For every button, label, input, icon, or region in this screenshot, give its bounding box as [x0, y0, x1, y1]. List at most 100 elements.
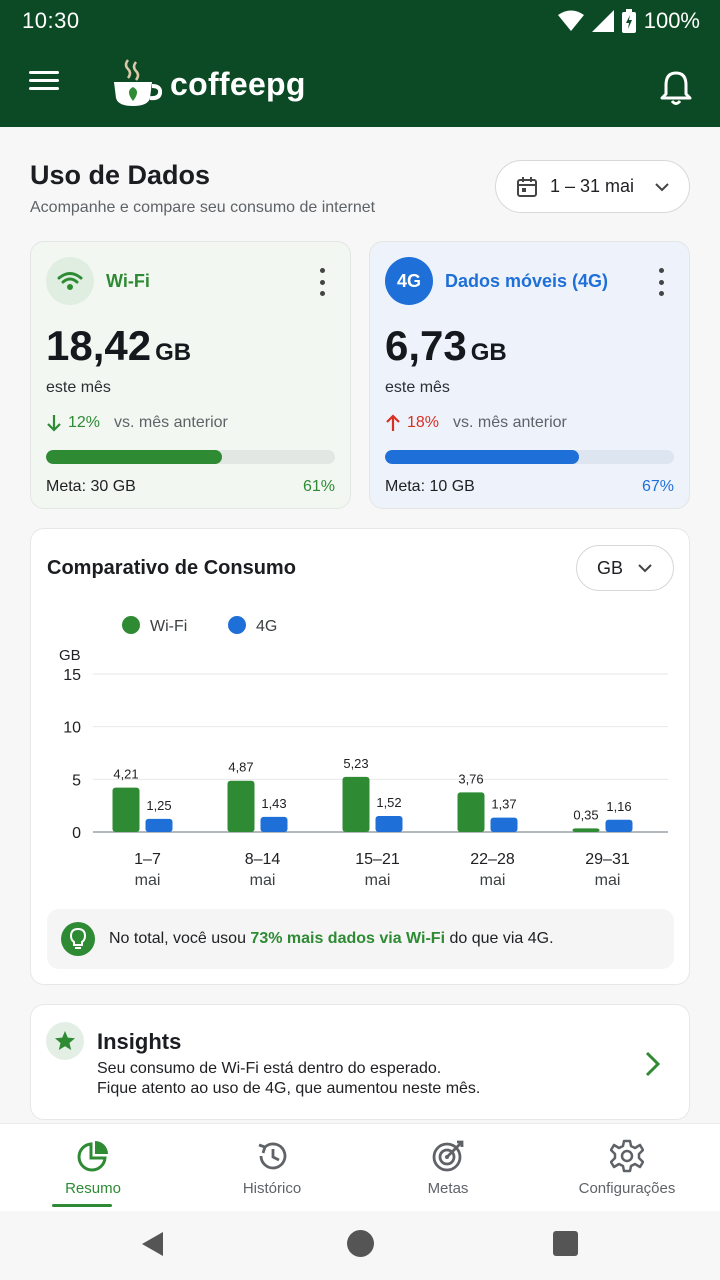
cell-signal-icon [591, 10, 614, 32]
date-range-label: 1 – 31 mai [550, 176, 635, 196]
wifi-caption: este mês [46, 379, 111, 396]
legend-label: 4G [256, 618, 277, 635]
x-tick-label: 1–7 [134, 851, 161, 868]
summary-strip: No total, você usou 73% mais dados via W… [47, 909, 674, 969]
wifi-card-more-icon[interactable] [318, 268, 326, 296]
nav-item-configuracoes[interactable]: Configurações [552, 1138, 702, 1197]
mobile-delta: 18% vs. mês anterior [385, 414, 567, 432]
back-icon[interactable] [141, 1231, 165, 1257]
bar-4g [375, 815, 403, 832]
mobile-goal-progress [385, 450, 674, 464]
mobile-goal-percent: 67% [641, 478, 674, 495]
x-tick-label: mai [365, 872, 391, 889]
y-tick-label: 10 [63, 720, 81, 737]
chevron-down-icon [655, 182, 669, 191]
usage-bar-chart: Wi-Fi 4G GB 0 5 10 15 4,21 1,25 1–7 mai 4,87 1,43 8–1… [59, 616, 668, 889]
app-bar: coffeepg [0, 42, 720, 127]
summary-text: No total, você usou 73% mais dados via W… [109, 930, 554, 947]
legend-marker-wi-fi [122, 616, 140, 634]
gear-icon [552, 1138, 702, 1174]
unit-selector[interactable]: GB [576, 545, 674, 591]
mobile-data-card[interactable]: 4G Dados móveis (4G) 6,73 GB este mês 18%… [369, 241, 690, 509]
wifi-card-label: Wi-Fi [106, 271, 150, 291]
date-range-selector[interactable]: 1 – 31 mai [495, 160, 690, 213]
x-tick-label: 22–28 [470, 851, 515, 868]
insights-card[interactable]: Insights Seu consumo de Wi-Fi está dentr… [30, 1004, 690, 1120]
bar-wi-fi [342, 776, 370, 832]
bar-4g [605, 819, 633, 832]
bar-4g [145, 818, 173, 832]
wifi-goal-label: Meta: 30 GB [46, 478, 136, 495]
mobile-goal-label: Meta: 10 GB [385, 478, 475, 495]
mobile-card-more-icon[interactable] [657, 268, 665, 296]
bar-wi-fi [112, 787, 140, 832]
bar-wi-fi [572, 828, 600, 832]
bar-value-label: 1,16 [606, 799, 631, 814]
pie-chart-icon [18, 1138, 168, 1174]
y-tick-label: 0 [72, 825, 81, 842]
wifi-icon [57, 272, 83, 290]
nav-item-historico[interactable]: Histórico [197, 1138, 347, 1197]
bar-value-label: 4,21 [113, 767, 138, 782]
bar-value-label: 0,35 [573, 807, 598, 822]
wifi-usage-card[interactable]: Wi-Fi 18,42 GB este mês 12% vs. mês anter… [30, 241, 351, 509]
chevron-down-icon [638, 564, 652, 573]
wifi-signal-icon [557, 10, 584, 31]
active-tab-indicator [52, 1204, 112, 1207]
x-tick-label: mai [250, 872, 276, 889]
notifications-bell-icon[interactable] [656, 68, 696, 108]
status-bar: 10:30 100% [0, 0, 720, 42]
mobile-card-label: Dados móveis (4G) [445, 271, 609, 291]
bar-4g [260, 816, 288, 832]
bar-wi-fi [227, 780, 255, 832]
arrow-up-icon [386, 414, 400, 431]
target-icon [373, 1138, 523, 1174]
y-tick-label: 5 [72, 772, 81, 789]
coffee-cup-logo-icon [114, 59, 162, 106]
comparison-card: Comparativo de Consumo GB Wi-Fi 4G GB 0 5 10 1… [30, 528, 690, 985]
status-icons: 100% [557, 8, 700, 34]
wifi-badge [46, 257, 94, 305]
x-tick-label: 29–31 [585, 851, 630, 868]
page-subtitle: Acompanhe e compare seu consumo de inter… [30, 199, 376, 216]
menu-button[interactable] [26, 66, 66, 106]
brand-name: coffeepg [170, 66, 306, 102]
legend-marker-4g [228, 616, 246, 634]
chevron-right-icon[interactable] [641, 1049, 665, 1079]
mobile-caption: este mês [385, 379, 450, 396]
x-tick-label: mai [595, 872, 621, 889]
x-tick-label: 15–21 [355, 851, 400, 868]
system-navigation [0, 1211, 720, 1280]
4g-badge-icon: 4G [385, 257, 433, 305]
insights-title: Insights [97, 1029, 182, 1054]
home-icon[interactable] [347, 1230, 374, 1257]
x-tick-label: 8–14 [245, 851, 281, 868]
mobile-usage-value: 6,73 GB [385, 322, 507, 369]
bottom-navigation: Resumo Histórico Metas Configurações [0, 1123, 720, 1211]
recents-icon[interactable] [553, 1231, 578, 1256]
battery-percent: 100% [643, 8, 700, 33]
bar-value-label: 1,43 [261, 796, 286, 811]
y-axis-label: GB [59, 647, 81, 664]
bar-wi-fi [457, 792, 485, 832]
nav-item-metas[interactable]: Metas [373, 1138, 523, 1197]
star-icon [46, 1022, 84, 1060]
history-icon [197, 1138, 347, 1174]
top-bar: 10:30 100% coffeepg [0, 0, 720, 127]
lightbulb-icon [61, 922, 95, 956]
unit-selector-label: GB [596, 557, 623, 578]
arrow-down-icon [47, 415, 61, 432]
menu-icon [29, 71, 59, 74]
x-tick-label: mai [480, 872, 506, 889]
wifi-goal-progress [46, 450, 335, 464]
status-time: 10:30 [22, 8, 80, 33]
bar-value-label: 5,23 [343, 756, 368, 771]
battery-icon [621, 9, 636, 33]
y-tick-label: 15 [63, 667, 81, 684]
bar-value-label: 4,87 [228, 760, 253, 775]
bar-value-label: 1,37 [491, 797, 516, 812]
calendar-icon [517, 176, 537, 197]
nav-item-resumo[interactable]: Resumo [18, 1138, 168, 1207]
wifi-usage-value: 18,42 GB [46, 322, 192, 369]
comparison-title: Comparativo de Consumo [47, 557, 296, 579]
